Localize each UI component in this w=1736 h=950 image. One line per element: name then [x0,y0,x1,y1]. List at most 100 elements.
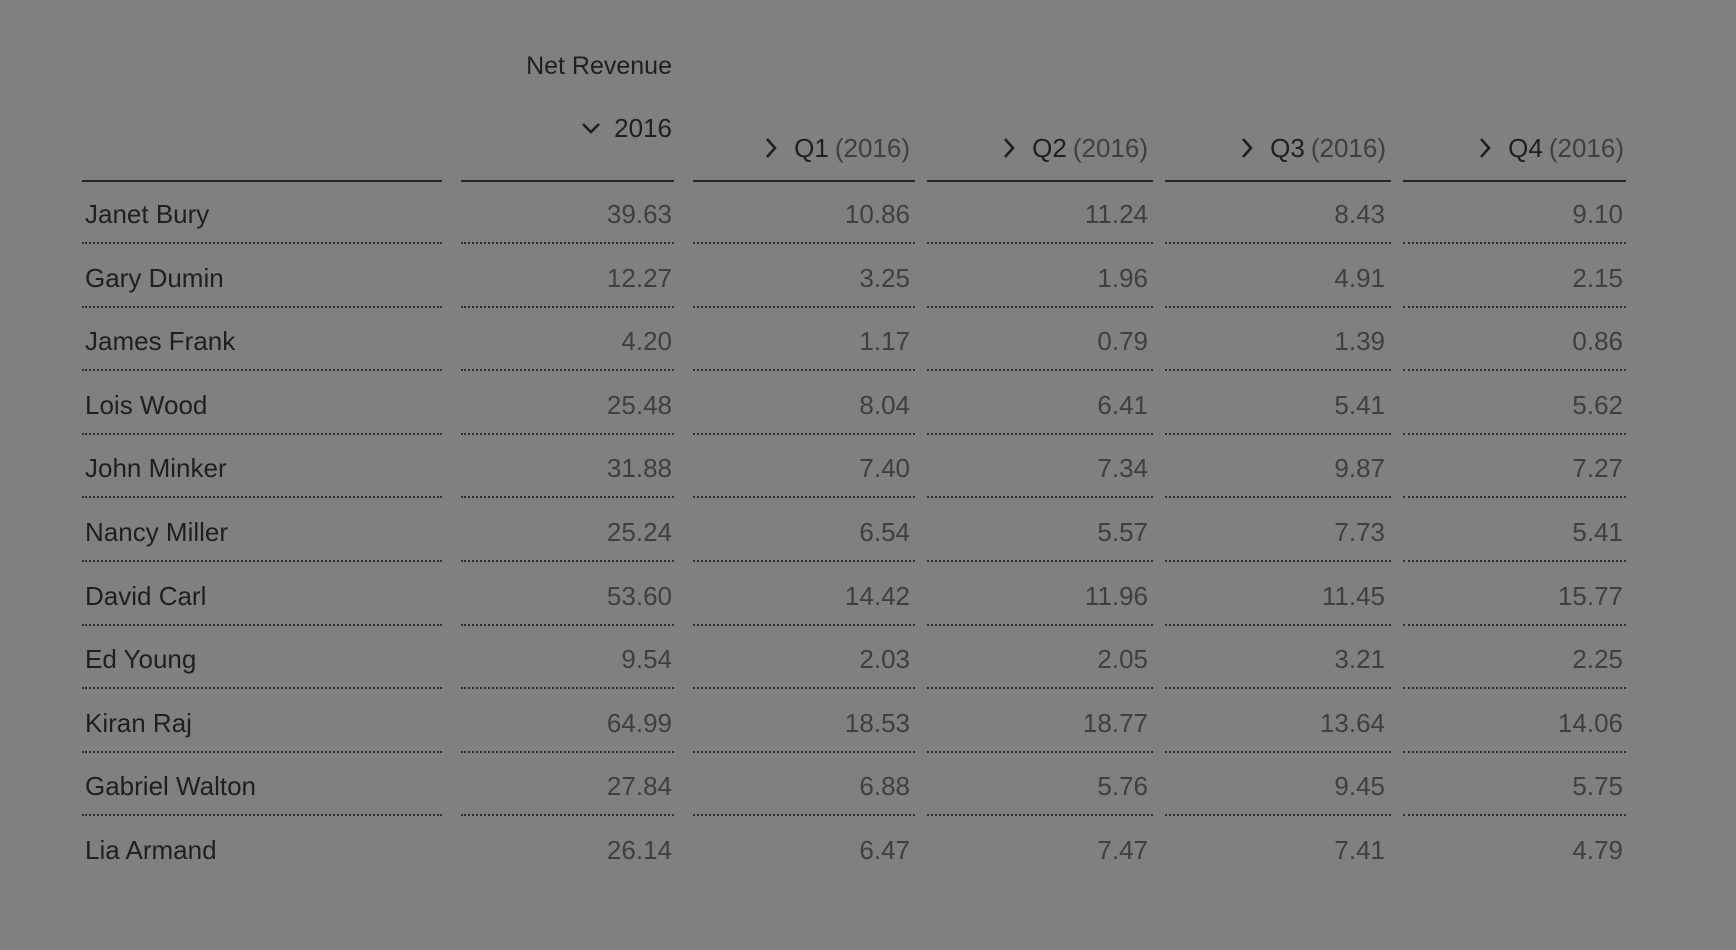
year-header[interactable]: 2016 [462,108,672,148]
header-divider [1403,180,1626,182]
value-cell-q4: 14.06 [1557,708,1623,738]
row-divider [1403,687,1626,689]
quarter-header-label: Q4 [1508,132,1543,163]
chevron-right-icon[interactable] [998,136,1020,160]
chevron-right-icon[interactable] [1474,136,1496,160]
row-divider [461,433,674,435]
row-divider [693,814,915,816]
quarter-header-q1[interactable]: Q1 (2016) [692,128,910,168]
quarter-header-q3[interactable]: Q3 (2016) [1164,128,1386,168]
value-cell-q4: 0.86 [1572,326,1623,356]
header-divider [82,180,442,182]
row-divider [1165,433,1391,435]
value-cell-q1: 2.03 [859,644,910,674]
value-cell-q2: 18.77 [1082,708,1148,738]
row-divider [461,496,674,498]
value-cell-q4: 5.41 [1572,517,1623,547]
row-name-cell: Gabriel Walton [85,771,256,801]
value-cell-q2: 7.34 [1097,453,1148,483]
row-name-cell: Kiran Raj [85,708,192,738]
quarter-header-year: (2016) [1310,132,1386,163]
row-divider [927,496,1153,498]
quarter-header-label: Q3 [1270,132,1305,163]
row-divider [82,242,442,244]
value-cell-q1: 6.54 [859,517,910,547]
value-cell-total: 25.48 [606,390,672,420]
row-divider [1403,751,1626,753]
value-cell-q4: 4.79 [1572,835,1623,865]
value-cell-q2: 5.57 [1097,517,1148,547]
header-divider [693,180,915,182]
chevron-down-icon[interactable] [580,116,602,140]
row-divider [82,496,442,498]
row-divider [1403,242,1626,244]
quarter-header-year: (2016) [1548,132,1624,163]
value-cell-total: 12.27 [606,263,672,293]
row-divider [461,560,674,562]
value-cell-q3: 4.91 [1334,263,1385,293]
row-divider [693,433,915,435]
row-divider [82,560,442,562]
value-cell-total: 25.24 [606,517,672,547]
row-divider [82,433,442,435]
quarter-header-q4[interactable]: Q4 (2016) [1402,128,1624,168]
row-name-cell: Nancy Miller [85,517,229,547]
row-divider [1165,560,1391,562]
value-cell-q3: 8.43 [1334,199,1385,229]
row-name-cell: Janet Bury [85,199,210,229]
row-divider [927,242,1153,244]
row-divider [461,751,674,753]
row-divider [927,814,1153,816]
row-divider [1403,624,1626,626]
row-divider [927,687,1153,689]
row-divider [82,687,442,689]
row-divider [927,560,1153,562]
row-divider [1165,306,1391,308]
value-cell-q2: 1.96 [1097,263,1148,293]
value-cell-total: 53.60 [606,581,672,611]
row-divider [1403,496,1626,498]
row-name-cell: James Frank [85,326,236,356]
row-name-cell: Lois Wood [85,390,208,420]
chevron-right-icon[interactable] [1236,136,1258,160]
row-divider [693,369,915,371]
value-cell-q3: 1.39 [1334,326,1385,356]
quarter-header-q2[interactable]: Q2 (2016) [926,128,1148,168]
value-cell-q1: 6.47 [859,835,910,865]
row-divider [1403,560,1626,562]
value-cell-q3: 7.73 [1334,517,1385,547]
row-divider [461,306,674,308]
value-cell-q4: 2.25 [1572,644,1623,674]
row-divider [82,624,442,626]
row-divider [1403,306,1626,308]
row-divider [1165,814,1391,816]
value-cell-q4: 15.77 [1557,581,1623,611]
measure-title: Net Revenue [526,52,672,80]
row-divider [82,814,442,816]
row-divider [927,433,1153,435]
value-cell-q2: 2.05 [1097,644,1148,674]
value-cell-total: 27.84 [606,771,672,801]
quarter-header-label: Q2 [1032,132,1067,163]
chevron-right-icon[interactable] [760,136,782,160]
quarter-header-year: (2016) [834,132,910,163]
value-cell-total: 31.88 [606,453,672,483]
value-cell-q3: 11.45 [1321,581,1385,611]
row-divider [1165,687,1391,689]
row-divider [693,242,915,244]
value-cell-q4: 5.62 [1572,390,1623,420]
row-divider [1165,242,1391,244]
value-cell-q1: 1.17 [859,326,910,356]
value-cell-q1: 8.04 [859,390,910,420]
row-divider [927,624,1153,626]
row-divider [1165,624,1391,626]
header-divider [927,180,1153,182]
value-cell-q2: 11.24 [1084,199,1148,229]
row-divider [693,496,915,498]
value-cell-q2: 11.96 [1084,581,1148,611]
value-cell-q1: 14.42 [844,581,910,611]
row-divider [461,624,674,626]
row-divider [693,560,915,562]
year-header-label: 2016 [614,112,672,143]
value-cell-q1: 3.25 [859,263,910,293]
